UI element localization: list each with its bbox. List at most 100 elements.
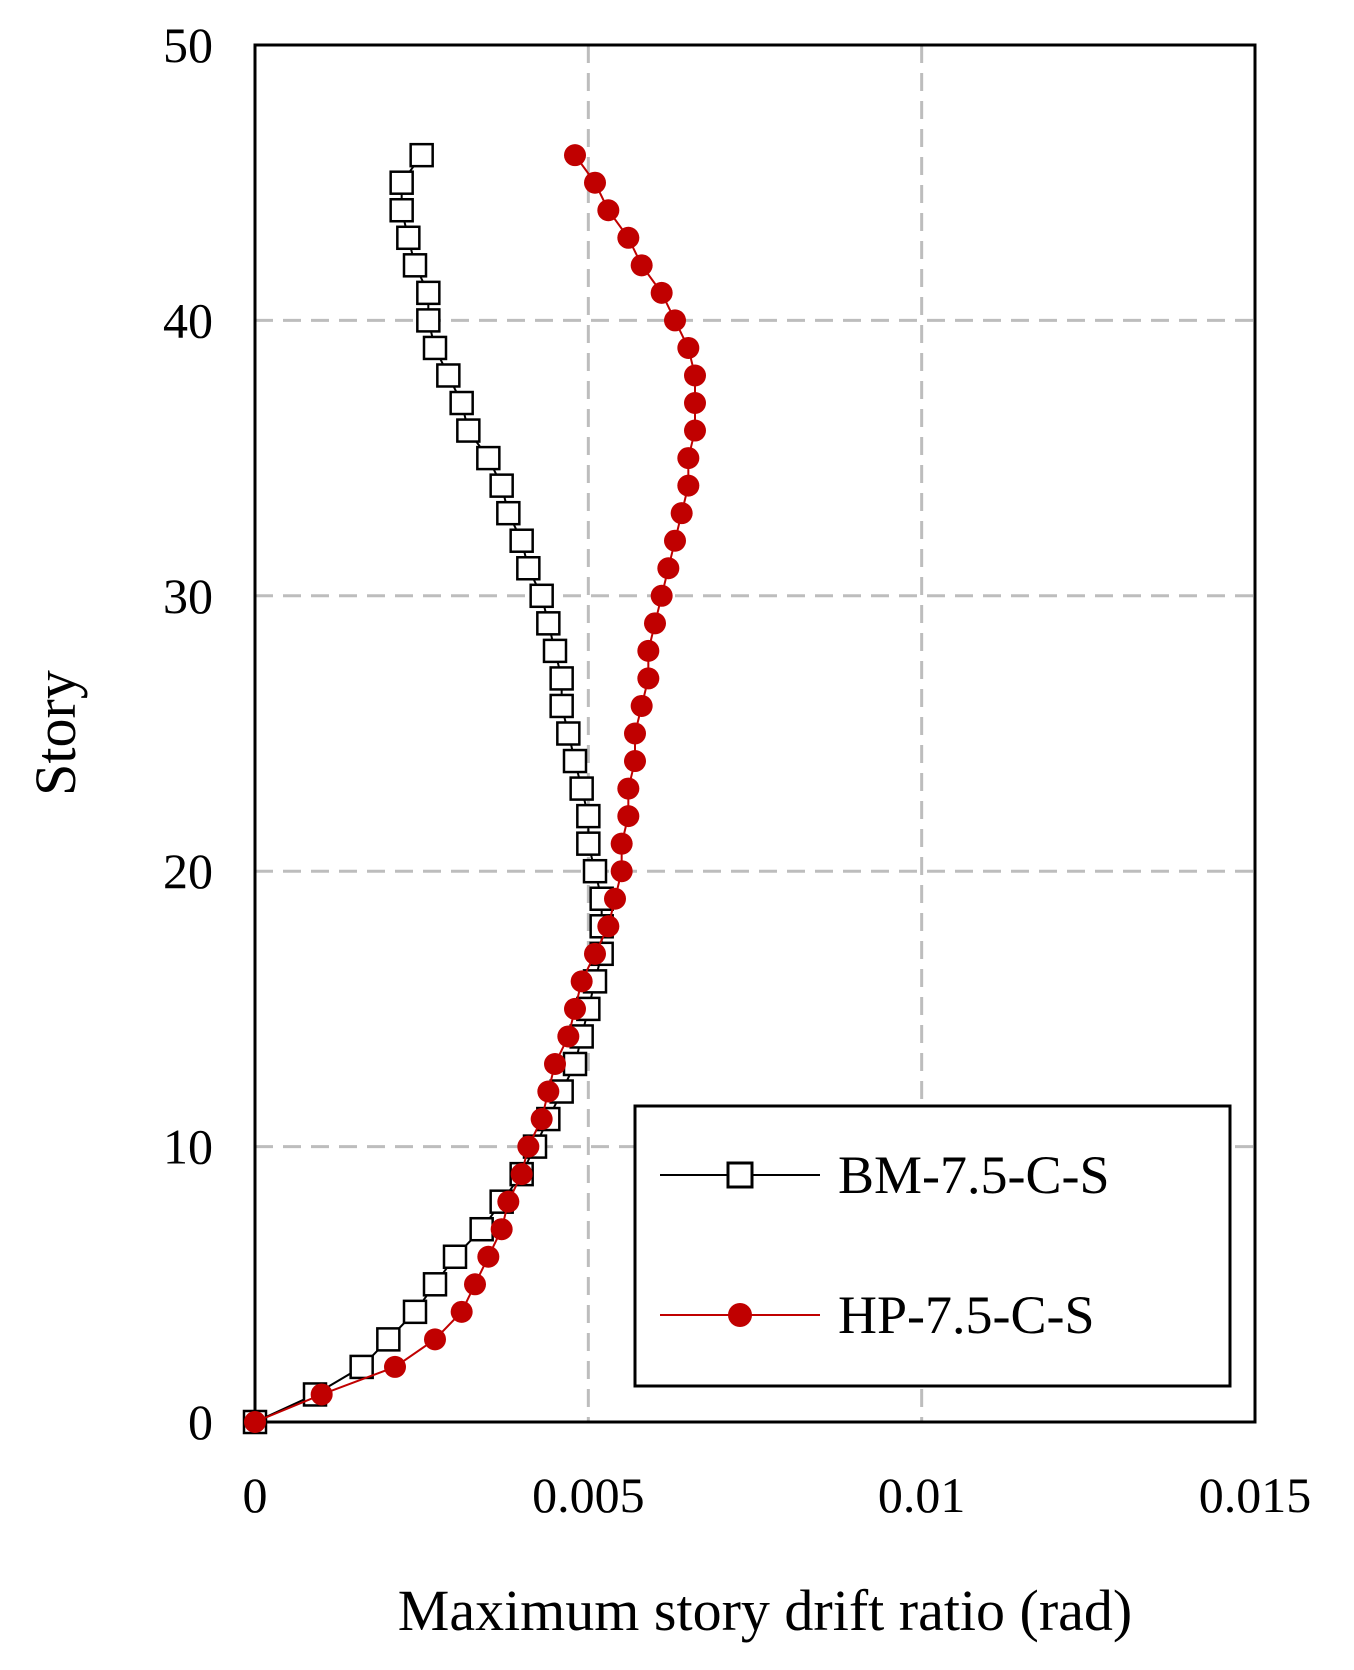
tick-labels: 0 0.005 0.01 0.015 0 10 20 30 40 50	[163, 17, 1311, 1523]
legend-label-bm: BM-7.5-C-S	[838, 1145, 1110, 1205]
x-tick-label-1: 0.005	[532, 1467, 645, 1523]
series-0-point-44	[389, 197, 414, 223]
series-1-point-38	[684, 364, 706, 387]
series-0-point-40	[416, 308, 441, 333]
series-1-point-45	[584, 171, 606, 194]
y-tick-label-0: 0	[188, 1394, 213, 1450]
series-1-point-3	[424, 1328, 446, 1351]
series-0-point-13	[562, 1051, 588, 1077]
series-1-point-31	[657, 557, 680, 580]
series-0-point-29	[536, 611, 561, 636]
series-0-point-5	[422, 1272, 448, 1297]
series-0-point-22	[576, 803, 601, 829]
series-1-point-19	[604, 887, 626, 910]
series-0-point-39	[422, 335, 448, 361]
y-tick-label-4: 40	[163, 292, 213, 348]
series-1-point-16	[570, 970, 593, 993]
series-0-point-2	[349, 1354, 374, 1380]
series-1-point-22	[617, 805, 640, 828]
series-1-point-17	[584, 942, 606, 965]
series-1-point-25	[624, 722, 646, 745]
series-1-point-34	[677, 474, 700, 497]
series-1	[244, 144, 706, 1433]
x-axis-title: Maximum story drift ratio (rad)	[398, 1578, 1133, 1643]
series-1-point-4	[450, 1300, 473, 1323]
series-0-point-43	[396, 225, 421, 251]
series-1-point-12	[537, 1080, 560, 1103]
series-1-point-1	[310, 1383, 333, 1406]
series-0-point-36	[456, 418, 481, 443]
series-0-point-32	[509, 528, 534, 553]
grid-lines	[255, 45, 1255, 1422]
series-0-point-21	[576, 831, 601, 856]
plot-frame	[253, 43, 1257, 1424]
legend-label-hp: HP-7.5-C-S	[838, 1285, 1095, 1345]
series-1-point-44	[597, 199, 620, 222]
series-0-point-38	[436, 363, 461, 388]
legend-marker-hp	[728, 1303, 752, 1327]
series-1-point-40	[664, 309, 686, 332]
y-tick-label-1: 10	[163, 1119, 213, 1175]
series-1-point-6	[477, 1245, 500, 1268]
y-tick-label-5: 50	[163, 17, 213, 73]
series-0-point-30	[529, 583, 554, 609]
series-0-point-31	[516, 556, 541, 581]
legend-box	[633, 1104, 1232, 1388]
series-0-point-46	[409, 142, 434, 168]
series-1-point-5	[464, 1273, 486, 1296]
series-1-point-30	[650, 584, 673, 607]
series-0-point-45	[389, 170, 414, 195]
series-0-point-4	[402, 1299, 428, 1325]
series-1-point-35	[677, 447, 700, 470]
x-tick-label-0: 0	[243, 1467, 268, 1523]
series-0-point-6	[442, 1244, 468, 1270]
series-1-point-46	[564, 144, 586, 167]
series-0-point-34	[489, 473, 514, 498]
series-0-point-37	[449, 390, 474, 416]
series-1-point-27	[637, 667, 660, 690]
series-1-point-37	[684, 392, 706, 415]
series-1-point-8	[497, 1190, 520, 1213]
series-1-point-0	[244, 1411, 266, 1433]
series-1-point-13	[544, 1052, 566, 1075]
series-0-point-25	[556, 721, 581, 746]
series-1-point-2	[384, 1355, 406, 1378]
series-1-point-33	[670, 502, 693, 525]
series-0-point-3	[376, 1327, 401, 1352]
series-1-point-28	[637, 639, 660, 662]
series-0-point-41	[416, 280, 441, 306]
series-0-point-33	[496, 500, 521, 526]
series-0-point-27	[549, 666, 574, 691]
series-1-point-14	[557, 1025, 580, 1048]
legend-marker-bm	[726, 1161, 754, 1189]
series-1-point-24	[624, 750, 646, 773]
series-0-point-24	[562, 748, 588, 774]
series-1-point-20	[610, 860, 633, 883]
legend: BM-7.5-C-S HP-7.5-C-S	[633, 1104, 1232, 1388]
series-1-point-36	[684, 419, 706, 442]
series-1-point-15	[564, 997, 586, 1020]
series-0-point-42	[402, 253, 428, 278]
x-tick-label-3: 0.015	[1199, 1467, 1312, 1523]
x-tick-label-2: 0.01	[878, 1467, 966, 1523]
series-0-point-28	[542, 638, 568, 664]
series-0-point-35	[476, 445, 501, 471]
series-1-point-7	[490, 1218, 513, 1241]
series-0-point-26	[549, 693, 574, 719]
series-1-point-41	[650, 281, 673, 304]
series-layer	[242, 142, 706, 1435]
series-1-point-32	[664, 529, 686, 552]
series-1-point-18	[597, 915, 620, 938]
y-axis-title: Story	[23, 670, 88, 796]
series-0-point-23	[569, 776, 594, 801]
series-1-point-9	[510, 1163, 533, 1186]
series-1-point-10	[517, 1135, 540, 1158]
series-1-point-42	[630, 254, 653, 277]
series-1-point-39	[677, 336, 700, 359]
series-1-point-11	[530, 1108, 553, 1131]
series-1-point-21	[610, 832, 633, 855]
y-tick-label-3: 30	[163, 568, 213, 624]
series-1-point-23	[617, 777, 640, 800]
y-tick-label-2: 20	[163, 843, 213, 899]
